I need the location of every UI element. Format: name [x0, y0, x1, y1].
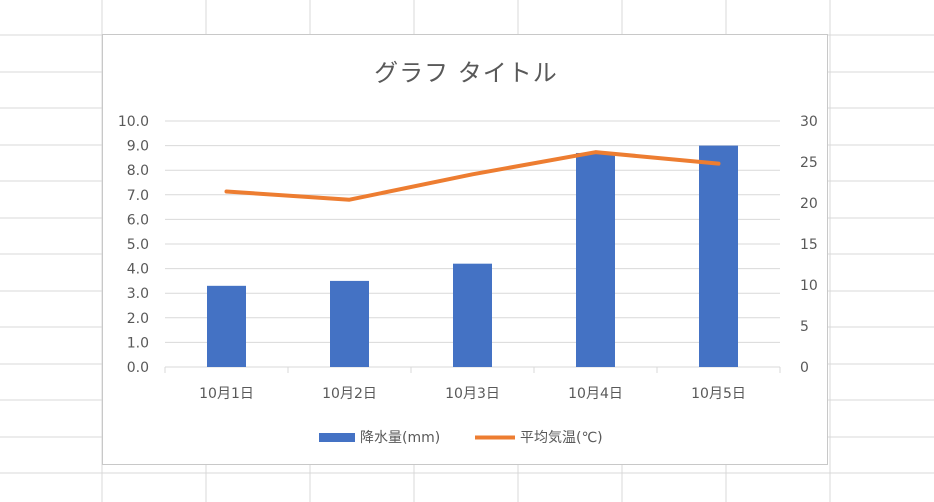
bar-series[interactable]: [207, 145, 738, 367]
left-axis-tick-label: 10.0: [118, 114, 149, 130]
category-label: 10月5日: [691, 386, 746, 402]
bar[interactable]: [453, 263, 492, 367]
right-axis-ticks: 0 5 10 15 20 25 30: [800, 114, 818, 376]
legend-swatch-precipitation: [319, 433, 355, 442]
right-axis-tick-label: 15: [800, 237, 818, 253]
bar[interactable]: [699, 145, 738, 367]
left-axis-tick-label: 9.0: [127, 139, 149, 155]
category-label: 10月1日: [199, 386, 254, 402]
bar[interactable]: [576, 152, 615, 367]
left-axis-ticks: 0.0 1.0 2.0 3.0 4.0 5.0 6.0 7.0 8.0 9.0 10.0: [118, 114, 149, 376]
chart-title[interactable]: グラフ タイトル: [374, 59, 558, 87]
left-axis-tick-label: 1.0: [127, 335, 149, 351]
left-axis-tick-label: 5.0: [127, 237, 149, 253]
right-axis-tick-label: 5: [800, 319, 809, 335]
right-axis-tick-label: 0: [800, 360, 809, 376]
bar[interactable]: [207, 285, 246, 367]
left-axis-tick-label: 6.0: [127, 212, 149, 228]
right-axis-tick-label: 25: [800, 155, 818, 171]
left-axis-tick-label: 2.0: [127, 311, 149, 327]
category-label: 10月4日: [568, 386, 623, 402]
chart-area[interactable]: グラフ タイトル 0.0 1.0 2.0 3.0 4.0 5.0 6.0 7.0 8.0 9.0 1…: [102, 34, 828, 465]
temperature-line[interactable]: [224, 150, 721, 202]
right-axis-tick-label: 10: [800, 278, 818, 294]
right-axis-tick-label: 20: [800, 196, 818, 212]
category-axis-labels: 10月1日 10月2日 10月3日 10月4日 10月5日: [199, 386, 746, 402]
left-axis-tick-label: 4.0: [127, 262, 149, 278]
legend-label-precipitation: 降水量(mm): [360, 430, 440, 446]
left-axis-tick-label: 0.0: [127, 360, 149, 376]
category-label: 10月2日: [322, 386, 377, 402]
line-series[interactable]: [224, 150, 721, 202]
left-axis-tick-label: 3.0: [127, 286, 149, 302]
category-label: 10月3日: [445, 386, 500, 402]
left-axis-tick-label: 7.0: [127, 188, 149, 204]
left-axis-tick-label: 8.0: [127, 163, 149, 179]
legend[interactable]: 降水量(mm) 平均気温(℃): [319, 430, 603, 446]
right-axis-tick-label: 30: [800, 114, 818, 130]
legend-label-temperature: 平均気温(℃): [520, 430, 603, 446]
bar[interactable]: [330, 280, 369, 367]
combo-chart: グラフ タイトル 0.0 1.0 2.0 3.0 4.0 5.0 6.0 7.0 8.0 9.0 1…: [118, 59, 818, 446]
